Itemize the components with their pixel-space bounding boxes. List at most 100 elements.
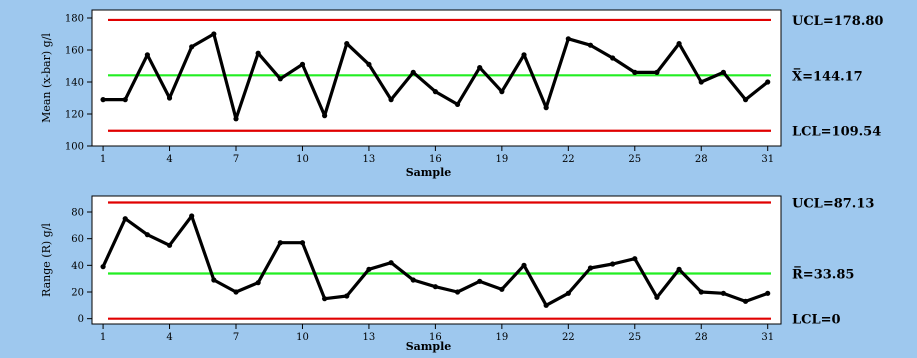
x-tick-label: 16 (429, 154, 442, 165)
x-tick-label: 25 (628, 154, 641, 165)
data-point (521, 262, 527, 268)
data-point (410, 277, 416, 283)
x-tick-label: 4 (166, 154, 172, 165)
data-point (632, 256, 638, 262)
y-tick-label: 180 (65, 14, 84, 25)
data-point (765, 79, 771, 85)
data-point (610, 55, 616, 61)
x-tick-label: 10 (296, 332, 309, 343)
chart-panel-1: UCL=178.80 X̅=144.17 LCL=109.54 100 120 140 16… (40, 9, 883, 179)
data-point (344, 41, 350, 47)
data-point (499, 89, 505, 95)
x-tick-label: 31 (761, 154, 774, 165)
data-point (322, 113, 328, 119)
data-point (344, 293, 350, 299)
y-axis-title: Range (R) g/l (40, 223, 53, 297)
data-point (654, 294, 660, 300)
data-point (211, 277, 217, 283)
data-point (410, 69, 416, 75)
data-point (543, 302, 549, 308)
data-point (454, 101, 461, 107)
data-point (477, 278, 483, 284)
data-point (676, 41, 682, 47)
y-tick-label: 20 (71, 288, 84, 299)
limit-label: UCL=178.80 (792, 14, 883, 29)
data-point (189, 44, 195, 50)
x-tick-label: 7 (233, 332, 239, 343)
data-point (388, 260, 394, 266)
limit-label: LCL=109.54 (792, 125, 881, 140)
limit-label: UCL=87.13 (792, 196, 874, 211)
data-point (587, 42, 594, 48)
data-point (166, 242, 173, 248)
data-point (698, 289, 704, 295)
y-tick-label: 0 (78, 314, 84, 325)
y-tick-label: 100 (65, 142, 84, 153)
x-tick-label: 1 (100, 154, 106, 165)
limit-label: LCL=0 (792, 313, 841, 328)
data-point (255, 50, 261, 56)
data-point (499, 286, 505, 292)
x-axis-title: Sample (406, 340, 452, 353)
data-point (366, 266, 372, 272)
y-tick-label: 160 (65, 46, 84, 57)
x-tick-label: 4 (166, 332, 172, 343)
data-point (122, 97, 128, 103)
data-point (299, 240, 306, 246)
data-point (233, 289, 239, 295)
x-tick-label: 19 (495, 332, 508, 343)
x-tick-label: 19 (495, 154, 508, 165)
plot-area (91, 9, 782, 147)
data-point (144, 52, 150, 58)
data-point (742, 298, 749, 304)
data-point (388, 97, 394, 103)
y-axis-title: Mean (x-bar) g/l (40, 33, 53, 123)
data-point (100, 264, 106, 270)
data-point (122, 216, 128, 222)
data-point (189, 213, 195, 219)
plot-area (91, 195, 782, 325)
x-tick-label: 31 (761, 332, 774, 343)
data-point (166, 95, 173, 101)
data-point (610, 261, 616, 267)
data-point (233, 116, 239, 122)
data-point (100, 97, 106, 103)
x-tick-label: 13 (363, 332, 376, 343)
y-tick-label: 80 (71, 208, 84, 219)
y-tick-label: 60 (71, 234, 84, 245)
data-point (543, 105, 549, 111)
data-point (144, 232, 150, 238)
data-point (565, 290, 571, 296)
x-tick-label: 1 (100, 332, 106, 343)
data-point (632, 69, 638, 75)
data-point (255, 280, 261, 286)
data-point (654, 69, 660, 75)
data-point (277, 240, 283, 246)
x-tick-label: 13 (363, 154, 376, 165)
data-point (698, 79, 704, 85)
x-tick-label: 28 (695, 154, 708, 165)
x-tick-label: 16 (429, 332, 442, 343)
data-point (676, 266, 682, 272)
x-tick-label: 28 (695, 332, 708, 343)
limit-label: R̅=33.85 (792, 265, 854, 282)
data-point (322, 296, 328, 302)
data-point (366, 61, 372, 67)
x-tick-label: 22 (562, 154, 575, 165)
data-point (211, 31, 217, 37)
y-tick-label: 40 (71, 261, 84, 272)
x-tick-label: 25 (628, 332, 641, 343)
data-point (299, 61, 306, 67)
data-point (720, 69, 726, 75)
data-point (454, 289, 461, 295)
data-point (742, 97, 749, 103)
x-tick-label: 7 (233, 154, 239, 165)
data-point (565, 36, 571, 42)
data-point (587, 265, 594, 271)
x-axis-title: Sample (406, 166, 452, 179)
data-point (521, 52, 527, 58)
x-tick-label: 22 (562, 332, 575, 343)
x-tick-label: 10 (296, 154, 309, 165)
